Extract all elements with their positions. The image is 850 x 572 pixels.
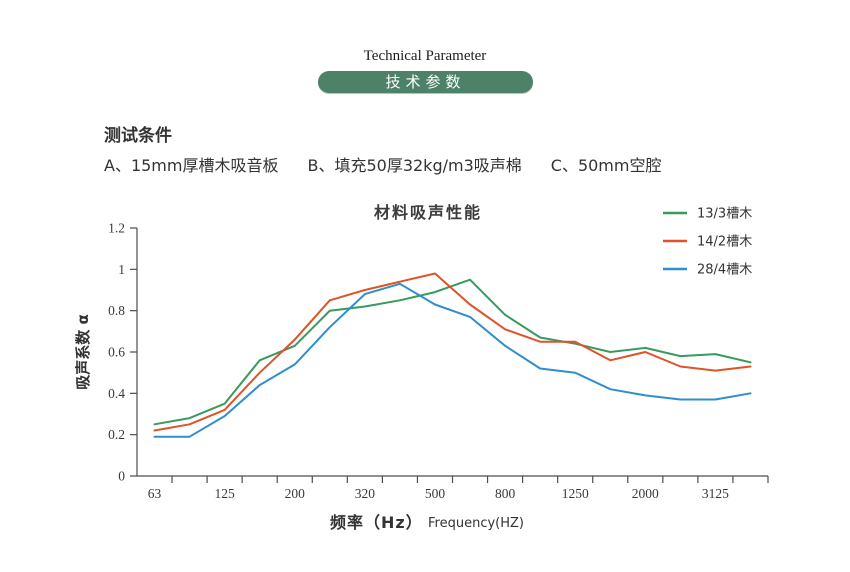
condition-c: C、50mm空腔: [550, 156, 662, 175]
legend-item-2: 28/4槽木: [663, 263, 752, 278]
axis-lines: [136, 228, 768, 477]
x-tick-label: 500: [425, 486, 446, 501]
x-axis-title-en: Frequency(HZ): [428, 516, 524, 531]
y-tick-label: 0.6: [108, 345, 125, 360]
x-tick-label: 125: [215, 486, 236, 501]
y-tick-label: 1.2: [108, 221, 125, 236]
series-line-0: [153, 278, 752, 426]
x-tick-label: 63: [148, 486, 162, 501]
chart-title: 材料吸声性能: [374, 203, 482, 222]
series-line-2: [153, 282, 752, 438]
y-axis-title: 吸声系数 α: [74, 314, 92, 390]
x-tick-label: 320: [355, 486, 376, 501]
test-conditions-list: A、15mm厚槽木吸音板 B、填充50厚32kg/m3吸声棉 C、50mm空腔: [104, 152, 804, 176]
header-chinese-title: 技术参数: [385, 72, 466, 91]
x-tick-label: 800: [495, 486, 516, 501]
legend-label-1: 14/2槽木: [697, 235, 752, 250]
y-tick-label: 0.4: [108, 386, 125, 401]
legend: 13/3槽木 14/2槽木 28/4槽木: [663, 207, 752, 278]
x-tick-label: 2000: [632, 486, 659, 501]
y-tick-label: 0: [118, 469, 125, 484]
legend-label-0: 13/3槽木: [697, 207, 752, 222]
x-tick-label: 1250: [562, 486, 589, 501]
header-english-title: Technical Parameter: [363, 48, 487, 64]
series-lines: [153, 272, 752, 438]
x-tick-label: 200: [285, 486, 306, 501]
legend-item-0: 13/3槽木: [663, 207, 752, 222]
header-pill: 技术参数: [318, 71, 533, 93]
series-line-1: [153, 272, 752, 432]
x-tick-label: 3125: [702, 486, 729, 501]
legend-item-1: 14/2槽木: [663, 235, 752, 250]
legend-label-2: 28/4槽木: [697, 263, 752, 278]
y-tick-label: 0.8: [108, 303, 125, 318]
test-conditions-title: 测试条件: [104, 126, 172, 146]
x-axis-title-zh: 频率（Hz）: [330, 513, 423, 532]
condition-b: B、填充50厚32kg/m3吸声棉: [307, 156, 522, 175]
y-tick-label: 0.2: [108, 427, 125, 442]
condition-a: A、15mm厚槽木吸音板: [104, 156, 279, 175]
axes: 0 0.2 0.4 0.6 0.8 1 1.2 63 125 200 320 500 800 1250 20…: [108, 221, 769, 501]
y-tick-label: 1: [118, 262, 125, 277]
